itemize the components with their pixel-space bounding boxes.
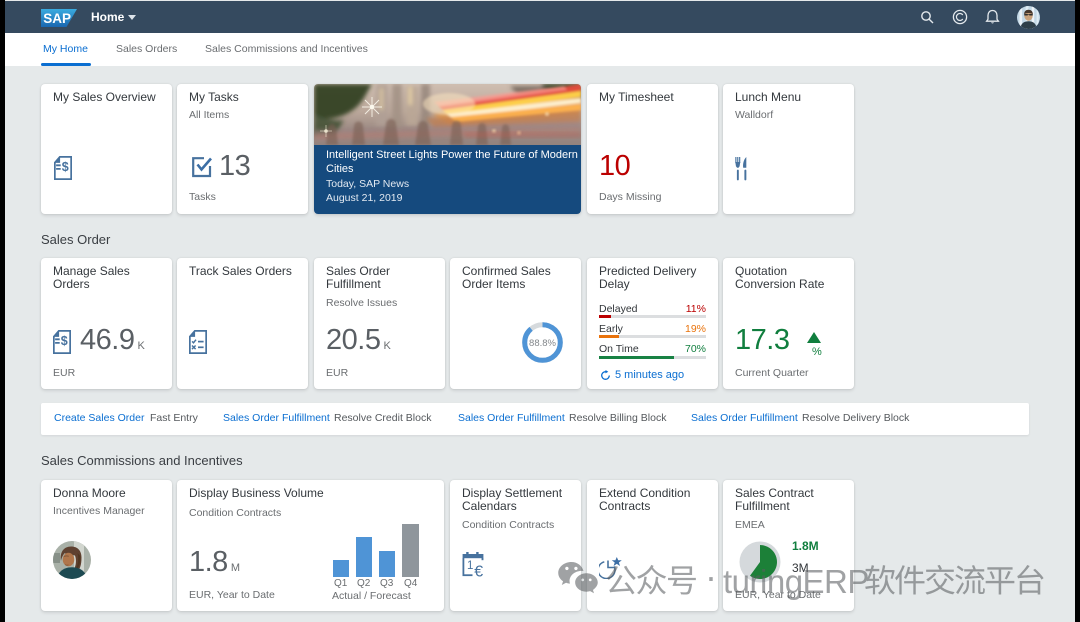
svg-text:88.8%: 88.8% [529,338,556,349]
svg-text:1: 1 [467,560,473,572]
svg-text:$: $ [61,334,68,348]
svg-text:$: $ [62,160,69,174]
svg-text:SAP: SAP [43,11,71,26]
svg-text:€: € [474,564,483,577]
